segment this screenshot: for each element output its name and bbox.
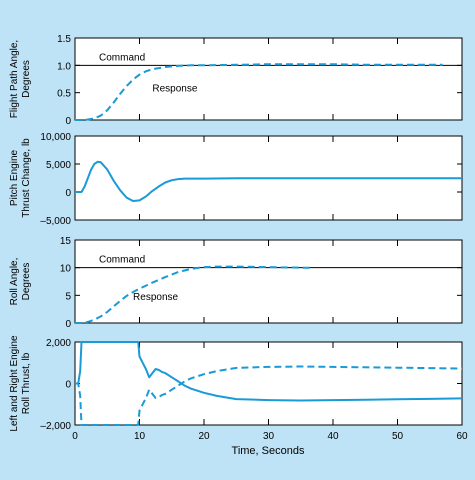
y-axis-label: Left and Right Engine xyxy=(9,335,20,432)
response-label: Response xyxy=(133,292,178,303)
x-axis-label: Time, Seconds xyxy=(232,445,305,457)
y-tick-label: 0 xyxy=(65,116,71,127)
x-tick-label: 30 xyxy=(263,431,275,442)
series-line-2 xyxy=(75,365,463,426)
y-tick-label: 1.0 xyxy=(57,61,71,72)
x-tick-label: 40 xyxy=(327,431,339,442)
y-tick-label: –5,000 xyxy=(40,216,71,227)
y-axis-label: Thrust Change, lb xyxy=(21,138,32,218)
x-tick-label: 0 xyxy=(72,431,78,442)
x-tick-label: 20 xyxy=(198,431,210,442)
chart-panel-1: 0 0.5 1.0 1.5 Flight Path Angle, Degrees Comma… xyxy=(9,34,463,127)
x-tick-label: 10 xyxy=(134,431,146,442)
y-axis-label: Roll Angle, xyxy=(9,258,20,306)
y-axis-label: Pitch Engine xyxy=(9,149,20,206)
y-tick-label: 0 xyxy=(65,188,71,199)
plot-area xyxy=(74,239,463,324)
plot-area xyxy=(74,341,463,426)
y-tick-label: 0 xyxy=(65,380,71,391)
x-tick-label: 50 xyxy=(392,431,404,442)
y-tick-label: 10 xyxy=(60,264,72,275)
plot-area xyxy=(74,37,463,121)
series-line-1 xyxy=(75,265,314,324)
command-label: Command xyxy=(99,52,145,63)
chart-panel-2: –5,000 0 5,000 10,000 Pitch Engine Thrust Cha… xyxy=(9,132,463,227)
command-label: Command xyxy=(99,255,145,266)
y-tick-label: 2,000 xyxy=(46,338,71,349)
y-tick-label: 1.5 xyxy=(57,34,71,45)
chart-panel-3: 0 5 10 15 Roll Angle, Degrees Command Response xyxy=(9,236,463,330)
y-tick-label: 0 xyxy=(65,319,71,330)
y-axis-label: Flight Path Angle, xyxy=(9,40,20,118)
series-line-1 xyxy=(75,160,462,202)
x-tick-label: 60 xyxy=(456,431,468,442)
response-label: Response xyxy=(152,84,197,95)
y-axis-label: Degrees xyxy=(21,263,32,301)
y-tick-label: –2,000 xyxy=(40,421,71,432)
y-tick-label: 5,000 xyxy=(46,160,71,171)
y-tick-label: 0.5 xyxy=(57,89,71,100)
series-line-1 xyxy=(75,341,463,402)
y-tick-label: 15 xyxy=(60,236,72,247)
series-line-1 xyxy=(75,63,443,121)
y-tick-label: 10,000 xyxy=(40,132,71,143)
y-axis-label: Roll Thrust, lb xyxy=(21,352,32,414)
y-axis-label: Degrees xyxy=(21,60,32,98)
y-tick-label: 5 xyxy=(65,291,71,302)
